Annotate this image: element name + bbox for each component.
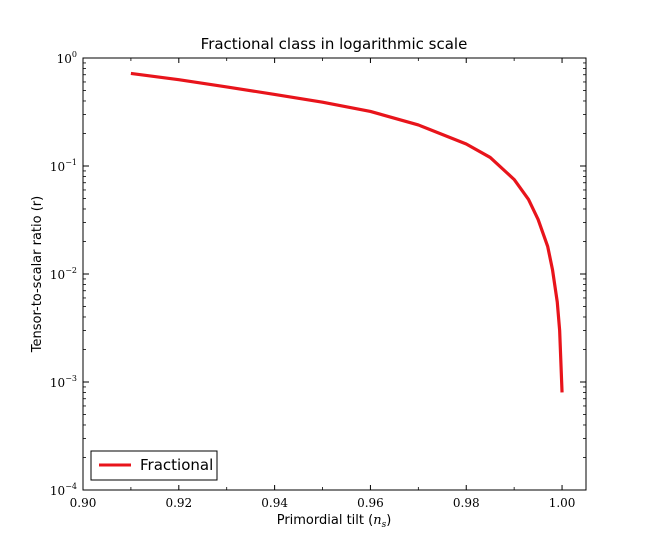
x-tick-label: 0.96 <box>357 496 384 510</box>
y-tick-label: 10−1 <box>50 158 77 174</box>
legend: Fractional <box>90 450 218 481</box>
y-tick-base: 10 <box>50 484 65 498</box>
y-tick-base: 10 <box>50 160 65 174</box>
x-axis-label-math: n <box>373 513 381 528</box>
y-tick-exp: −3 <box>65 374 77 383</box>
y-tick-base: 10 <box>50 268 65 282</box>
y-tick-base: 10 <box>50 376 65 390</box>
legend-label: Fractional <box>140 456 213 474</box>
y-tick-exp: −2 <box>65 266 77 275</box>
x-tick-label: 0.94 <box>261 496 288 510</box>
x-tick-label: 0.90 <box>70 496 97 510</box>
series-line-fractional <box>130 71 564 393</box>
x-tick-label: 1.00 <box>549 496 576 510</box>
y-tick-exp: 0 <box>72 50 77 59</box>
x-tick-label: 0.92 <box>165 496 192 510</box>
y-tick-label: 10−2 <box>50 266 77 282</box>
y-tick-exp: −1 <box>65 158 77 167</box>
y-tick-base: 10 <box>57 52 72 66</box>
y-axis-label: Tensor-to-scalar ratio (r) <box>30 196 45 353</box>
x-axis: 0.90 0.92 0.94 0.96 0.98 1.00 <box>70 58 576 510</box>
y-tick-label: 10−3 <box>50 374 77 390</box>
x-tick-label: 0.98 <box>453 496 480 510</box>
x-axis-label-math-sub: s <box>382 520 387 530</box>
x-axis-label: Primordial tilt (ns) <box>277 513 392 530</box>
x-axis-label-text: Primordial tilt ( <box>277 513 374 528</box>
x-axis-label-close: ) <box>386 513 391 528</box>
chart-title: Fractional class in logarithmic scale <box>201 35 468 53</box>
y-tick-exp: −4 <box>65 482 77 491</box>
y-tick-label: 10−4 <box>50 482 77 498</box>
y-tick-label: 100 <box>57 50 77 66</box>
series-layer <box>130 71 564 393</box>
plot-area <box>82 57 587 491</box>
